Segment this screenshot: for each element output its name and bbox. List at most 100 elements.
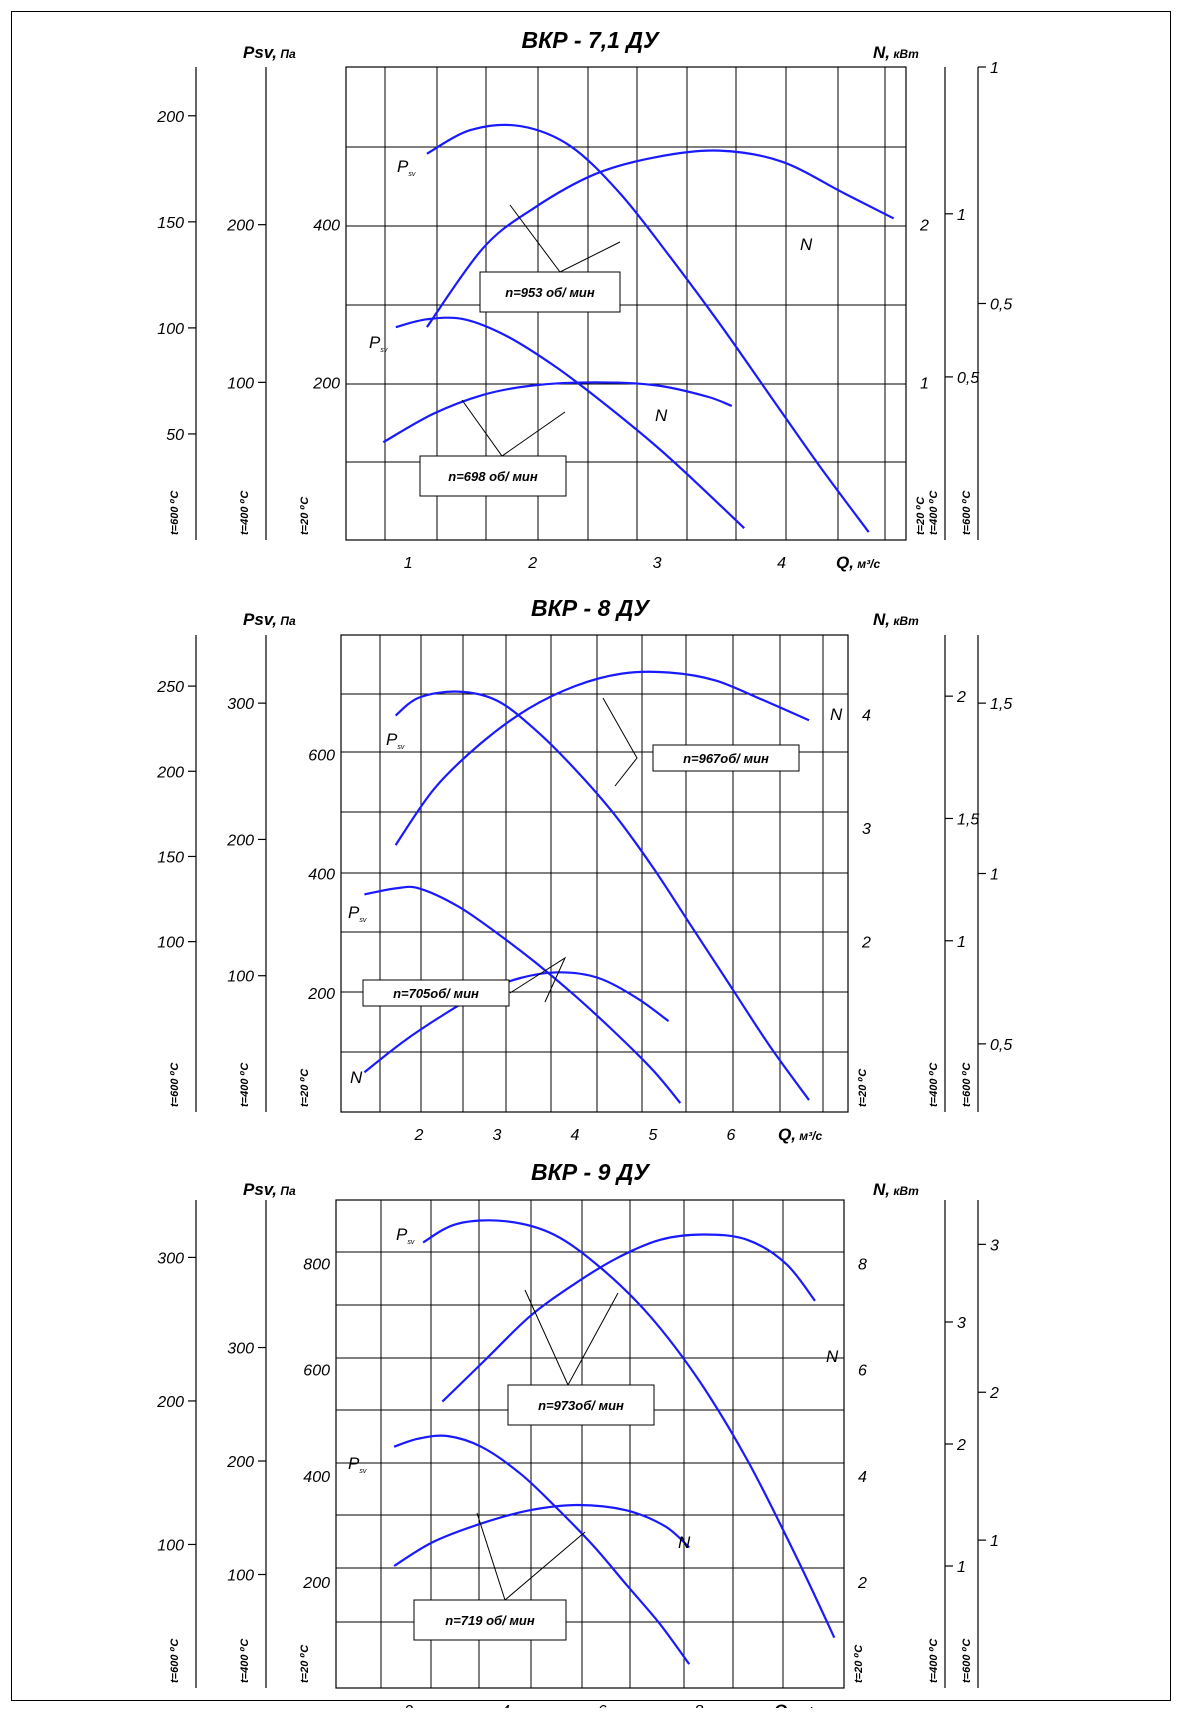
axis-temperature-label: t=400 ⁰С [928, 1062, 940, 1107]
pressure-axis: 200 400 t=20 ⁰С [299, 218, 340, 535]
x-tick-label: 3 [653, 555, 662, 572]
tick-label: 3 [862, 821, 871, 838]
x-tick-label: 5 [649, 1127, 658, 1144]
rpm-box [413, 1599, 567, 1641]
axis-temperature-label: t=20 ⁰С [299, 1644, 311, 1683]
tick-label: 2 [857, 1575, 867, 1592]
rpm-annotation: n=967об/ мин [602, 697, 800, 787]
axis-temperature-label: t=600 ⁰С [169, 1638, 181, 1683]
x-tick-label: 4 [501, 1703, 510, 1708]
tick-label: 200 [226, 1454, 254, 1471]
curve-label-n: N [800, 235, 813, 254]
chart-2: ВКР - 8 ДУ 100 150 200 250 t=600 ⁰С 100 200 300 t… [156, 595, 1012, 1144]
curve-label-n: N [678, 1533, 691, 1552]
flow-axis-title: Q, м³/с [778, 1125, 822, 1144]
tick-label: 300 [227, 1341, 254, 1358]
curve-label-n: N [830, 705, 843, 724]
page-frame [11, 11, 1171, 1701]
subscript: sv [407, 1239, 415, 1246]
power-curve [363, 971, 670, 1074]
axis-temperature-label: t=400 ⁰С [239, 490, 251, 535]
pressure-axis: 200 400 600 800 t=20 ⁰С [299, 1257, 330, 1683]
tick-label: 300 [157, 1250, 184, 1267]
tick-label: 200 [156, 1394, 184, 1411]
tick-label: 1,5 [990, 696, 1012, 713]
x-tick-label: 8 [694, 1703, 703, 1708]
pressure-axis: 100 200 t=400 ⁰С [226, 67, 267, 540]
tick-label: 2 [956, 689, 966, 706]
tick-label: 1 [990, 60, 999, 77]
tick-label: 2 [861, 935, 871, 952]
axis-temperature-label: t=400 ⁰С [928, 490, 940, 535]
curve-label-n: N [655, 406, 668, 425]
rpm-label: n=698 об/ мин [448, 469, 538, 484]
x-tick-label: 2 [403, 1703, 413, 1708]
tick-label: 100 [227, 1568, 254, 1585]
x-tick-label: 6 [598, 1703, 607, 1708]
axis-temperature-label: t=20 ⁰С [915, 496, 927, 535]
rpm-box [362, 979, 510, 1007]
tick-label: 1 [990, 867, 999, 884]
rpm-box [652, 744, 800, 772]
flow-axis-title: Q, м³/с [774, 1701, 818, 1708]
axis-temperature-label: t=600 ⁰С [169, 1062, 181, 1107]
tick-label: 4 [862, 708, 871, 725]
tick-label: 400 [313, 218, 340, 235]
axis-temperature-label: t=20 ⁰С [299, 496, 311, 535]
tick-label: 0,5 [957, 370, 979, 387]
tick-label: 600 [308, 747, 335, 764]
x-tick-label: 3 [493, 1127, 502, 1144]
tick-label: 150 [157, 215, 184, 232]
x-tick-label: 1 [404, 555, 413, 572]
power-axis-title: N, кВт [873, 610, 919, 629]
pressure-axis-unit: Па [277, 1184, 296, 1198]
pressure-curve [395, 316, 745, 529]
power-axis-title: N, кВт [873, 43, 919, 62]
power-axis: 0,5 1 t=400 ⁰С [928, 67, 979, 540]
power-curve [382, 381, 733, 444]
chart-3: ВКР - 9 ДУ 100 200 300 t=600 ⁰С 100 200 300 t=40… [156, 1159, 999, 1713]
tick-label: 100 [157, 1537, 184, 1554]
pressure-axis: 100 200 300 t=600 ⁰С [156, 1200, 197, 1688]
tick-label: 150 [157, 849, 184, 866]
tick-label: 200 [312, 375, 340, 392]
axis-temperature-label: t=600 ⁰С [961, 1638, 973, 1683]
power-axis-title: N, кВт [873, 1180, 919, 1199]
pressure-axis-unit: Па [277, 614, 296, 628]
chart-title: ВКР - 8 ДУ [531, 595, 651, 621]
tick-label: 6 [858, 1363, 867, 1380]
curve-label-n: N [350, 1068, 363, 1087]
tick-label: 1 [957, 934, 966, 951]
power-axis-unit: кВт [890, 1184, 919, 1198]
tick-label: 200 [156, 764, 184, 781]
tick-label: 2 [919, 218, 929, 235]
power-axis: 0,5 1 t=600 ⁰С [961, 60, 1012, 540]
x-tick-label: 4 [777, 555, 786, 572]
flow-axis-unit: м³/с [796, 1129, 823, 1143]
axis-temperature-label: t=400 ⁰С [239, 1638, 251, 1683]
flow-axis-unit: м³/с [854, 557, 881, 571]
chart-title: ВКР - 9 ДУ [531, 1159, 651, 1185]
pressure-axis: 50 100 150 200 t=600 ⁰С [156, 67, 197, 540]
leader-line [602, 697, 638, 787]
tick-label: 200 [307, 986, 335, 1003]
tick-label: 1 [957, 207, 966, 224]
plot-frame [345, 66, 907, 541]
rpm-label: n=973об/ мин [538, 1398, 624, 1413]
tick-label: 0,5 [990, 1037, 1012, 1054]
tick-label: 400 [303, 1469, 330, 1486]
rpm-box [507, 1384, 655, 1426]
tick-label: 4 [858, 1469, 867, 1486]
tick-label: 200 [156, 109, 184, 126]
axis-temperature-label: t=400 ⁰С [239, 1062, 251, 1107]
power-curve [426, 149, 895, 328]
tick-label: 1 [920, 375, 929, 392]
pressure-axis-title: Psv, Па [243, 43, 296, 62]
tick-label: 2 [956, 1437, 966, 1454]
power-axis: 2 3 4 t=20 ⁰С [857, 708, 871, 1108]
flow-axis-title: Q, м³/с [836, 553, 880, 572]
power-curve [441, 1233, 816, 1403]
tick-label: 0,5 [990, 297, 1012, 314]
tick-label: 250 [156, 679, 184, 696]
